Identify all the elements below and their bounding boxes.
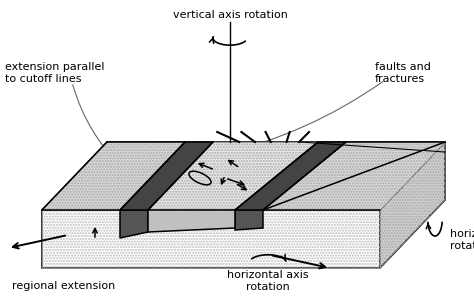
Polygon shape — [263, 142, 445, 210]
Polygon shape — [380, 142, 445, 268]
Polygon shape — [235, 142, 346, 210]
Polygon shape — [120, 142, 213, 210]
Polygon shape — [148, 142, 318, 210]
Text: horizontal axis
rotation: horizontal axis rotation — [227, 270, 309, 292]
Text: faults and
fractures: faults and fractures — [375, 62, 431, 84]
Text: horizontal axis
rotation: horizontal axis rotation — [450, 229, 474, 251]
Text: extension parallel
to cutoff lines: extension parallel to cutoff lines — [5, 62, 104, 84]
Polygon shape — [42, 142, 185, 210]
Text: vertical axis rotation: vertical axis rotation — [173, 10, 287, 20]
Text: regional extension: regional extension — [12, 281, 115, 291]
Polygon shape — [42, 210, 380, 268]
Polygon shape — [235, 210, 263, 230]
Polygon shape — [120, 210, 148, 238]
Polygon shape — [148, 210, 235, 232]
Polygon shape — [42, 142, 445, 210]
